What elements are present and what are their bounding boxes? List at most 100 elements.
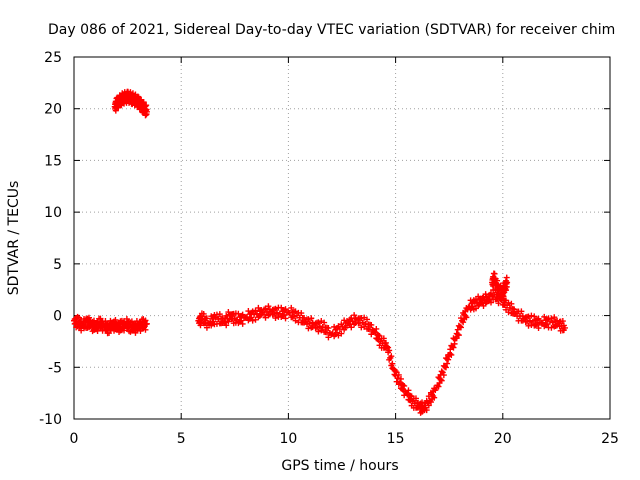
data-point <box>505 309 512 316</box>
data-point <box>548 324 555 331</box>
axis-ticks <box>73 56 611 420</box>
data-point <box>375 332 382 339</box>
data-point <box>455 332 462 339</box>
y-tick-label: 25 <box>44 50 62 66</box>
data-point <box>454 326 461 333</box>
data-point <box>463 314 470 321</box>
data-point <box>265 303 272 310</box>
data-point <box>504 279 511 286</box>
data-point <box>531 313 538 320</box>
data-point <box>431 394 438 401</box>
data-point <box>348 324 355 331</box>
data-point <box>128 318 135 325</box>
data-point <box>457 324 464 331</box>
data-point <box>338 330 345 337</box>
data-point <box>368 321 375 328</box>
data-point <box>249 317 256 324</box>
data-point <box>482 300 489 307</box>
data-point <box>518 308 525 315</box>
data-point <box>315 328 322 335</box>
data-point <box>395 371 402 378</box>
data-point <box>373 325 380 332</box>
data-point <box>440 372 447 379</box>
data-point <box>549 319 556 326</box>
y-tick-label: -10 <box>39 412 62 428</box>
data-point <box>112 316 119 323</box>
data-point <box>535 315 542 322</box>
data-point <box>401 382 408 389</box>
data-point <box>526 317 533 324</box>
data-point <box>441 363 448 370</box>
data-point <box>551 314 558 321</box>
data-point <box>508 300 515 307</box>
data-point <box>282 306 289 313</box>
y-tick-label: 20 <box>44 102 62 118</box>
data-point <box>388 353 395 360</box>
data-point <box>86 314 93 321</box>
data-point <box>495 300 502 307</box>
data-point <box>453 335 460 342</box>
data-point <box>503 287 510 294</box>
data-point <box>561 324 568 331</box>
data-point <box>305 325 312 332</box>
data-point <box>321 319 328 326</box>
data-point <box>368 331 375 338</box>
data-point <box>216 311 223 318</box>
data-point <box>427 399 434 406</box>
plot-frame <box>73 56 611 420</box>
data-point <box>444 360 451 367</box>
data-point <box>143 108 150 115</box>
data-point <box>380 335 387 342</box>
data-point <box>143 320 150 327</box>
y-tick-labels: -10 -5 0 5 10 15 20 25 <box>39 50 62 428</box>
x-axis-label: GPS time / hours <box>281 458 398 474</box>
data-point <box>500 293 507 300</box>
data-point <box>438 368 445 375</box>
data-points <box>71 88 568 416</box>
data-point <box>425 402 432 409</box>
x-tick-label: 25 <box>601 431 619 447</box>
data-point <box>315 319 322 326</box>
x-tick-label: 15 <box>387 431 405 447</box>
y-tick-label: 15 <box>44 153 62 169</box>
data-point <box>412 395 419 402</box>
y-tick-label: -5 <box>48 360 62 376</box>
data-point <box>286 309 293 316</box>
data-point <box>435 383 442 390</box>
data-point <box>306 320 313 327</box>
data-point <box>142 317 149 324</box>
data-point <box>386 347 393 354</box>
data-point <box>399 386 406 393</box>
x-tick-label: 5 <box>177 431 186 447</box>
data-point <box>203 324 210 331</box>
data-point <box>249 308 256 315</box>
data-point <box>450 344 457 351</box>
data-point <box>423 407 430 414</box>
data-point <box>400 382 407 389</box>
data-point <box>438 377 445 384</box>
data-point <box>239 320 246 327</box>
data-point <box>482 291 489 298</box>
data-point <box>456 323 463 330</box>
grid-lines <box>74 57 610 419</box>
data-point <box>325 334 332 341</box>
data-point <box>535 325 542 332</box>
data-point <box>298 310 305 317</box>
data-point <box>142 326 149 333</box>
data-point <box>476 301 483 308</box>
y-axis-label: SDTVAR / TECUs <box>6 181 22 296</box>
data-point <box>288 304 295 311</box>
data-point <box>142 112 149 119</box>
y-tick-label: 0 <box>53 309 62 325</box>
data-point <box>488 299 495 306</box>
data-point <box>76 314 83 321</box>
data-point <box>305 316 312 323</box>
data-point <box>382 339 389 346</box>
x-tick-label: 10 <box>279 431 297 447</box>
x-tick-label: 0 <box>70 431 79 447</box>
data-point <box>223 322 230 329</box>
data-point <box>308 315 315 322</box>
data-point <box>272 315 279 322</box>
data-point <box>272 305 279 312</box>
